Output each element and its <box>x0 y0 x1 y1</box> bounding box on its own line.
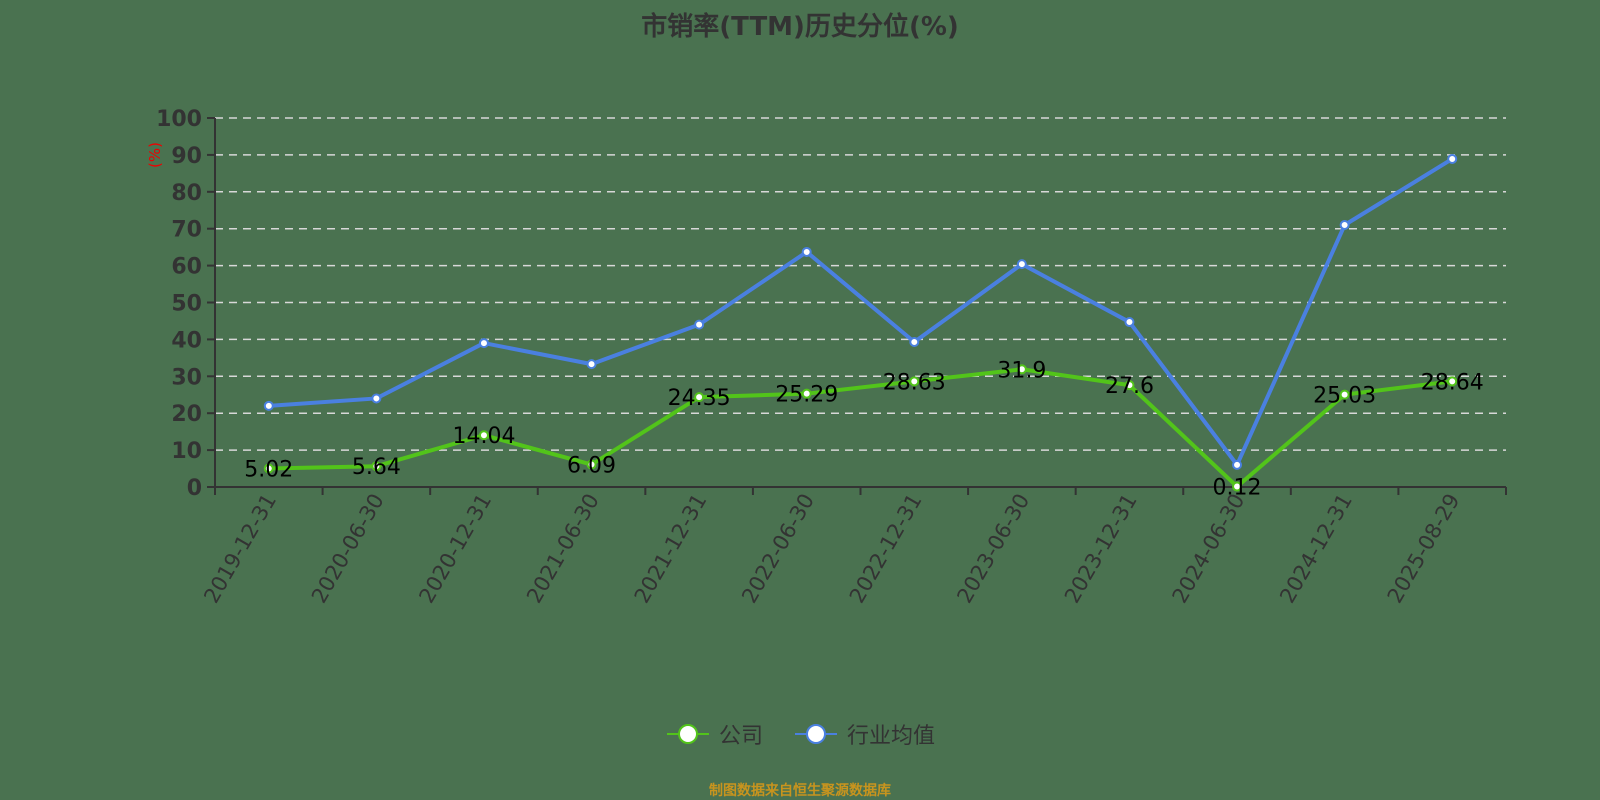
data-label: 28.64 <box>1421 370 1484 395</box>
data-point[interactable] <box>1447 376 1458 387</box>
series-line <box>268 367 1453 489</box>
data-label: 27.6 <box>1105 374 1154 399</box>
data-point[interactable] <box>694 319 705 330</box>
y-tick-label: 80 <box>171 181 202 206</box>
data-point[interactable] <box>1339 220 1350 231</box>
data-point[interactable] <box>1016 259 1027 270</box>
data-point[interactable] <box>1232 481 1243 492</box>
data-point[interactable] <box>1124 317 1135 328</box>
legend-marker-industry-icon <box>795 724 837 744</box>
y-tick-label: 50 <box>171 292 202 317</box>
data-label: 25.29 <box>775 383 838 408</box>
y-tick-label: 100 <box>156 107 202 132</box>
data-point[interactable] <box>263 463 274 474</box>
x-tick-label: 2020-12-31 <box>414 490 496 608</box>
legend-label-industry: 行业均值 <box>847 724 936 749</box>
data-point[interactable] <box>1124 380 1135 391</box>
x-tick-label: 2022-06-30 <box>737 490 819 608</box>
data-label: 5.64 <box>352 455 401 480</box>
legend-marker-company-icon <box>666 724 709 744</box>
legend-item-industry[interactable]: 行业均值 <box>793 718 935 750</box>
y-tick-label: 40 <box>171 328 202 353</box>
y-tick-label: 20 <box>171 402 202 427</box>
chart-title: 市销率(TTM)历史分位(%) <box>641 12 959 42</box>
data-point[interactable] <box>1447 153 1458 164</box>
data-label: 0.12 <box>1213 476 1262 501</box>
data-label: 28.63 <box>883 370 946 395</box>
x-tick-label: 2024-12-31 <box>1275 490 1357 608</box>
x-tick-label: 2021-06-30 <box>522 490 604 608</box>
y-tick-label: 10 <box>171 439 202 464</box>
data-point[interactable] <box>694 392 705 403</box>
data-point[interactable] <box>586 459 597 470</box>
x-tick-label: 2020-06-30 <box>307 490 389 608</box>
series-line <box>268 157 1454 467</box>
y-tick-label: 0 <box>187 476 202 501</box>
x-tick-label: 2023-06-30 <box>952 490 1034 608</box>
data-label: 24.35 <box>668 386 731 411</box>
data-point[interactable] <box>263 400 274 411</box>
x-tick-label: 2023-12-31 <box>1060 490 1142 608</box>
y-tick-label: 30 <box>171 365 202 390</box>
data-point[interactable] <box>478 430 489 441</box>
y-axis-label: (%) <box>146 142 164 168</box>
data-label: 5.02 <box>244 457 293 482</box>
data-point[interactable] <box>1339 389 1350 400</box>
x-tick-label: 2019-12-31 <box>199 490 281 608</box>
data-point[interactable] <box>371 461 382 472</box>
data-point[interactable] <box>909 376 920 387</box>
data-point[interactable] <box>801 388 812 399</box>
legend-label-company: 公司 <box>718 724 763 749</box>
x-tick-label: 2022-12-31 <box>845 490 927 608</box>
data-point[interactable] <box>801 246 812 257</box>
data-point[interactable] <box>478 338 489 349</box>
data-point[interactable] <box>1016 364 1027 375</box>
data-point[interactable] <box>909 336 920 347</box>
legend: 公司 行业均值 <box>0 718 1600 750</box>
source-note: 制图数据来自恒生聚源数据库 <box>709 783 891 799</box>
data-point[interactable] <box>1232 459 1243 470</box>
x-tick-label: 2024-06-30 <box>1168 490 1250 608</box>
x-tick-label: 2025-08-29 <box>1383 490 1465 608</box>
y-tick-label: 60 <box>171 255 202 280</box>
legend-item-company[interactable]: 公司 <box>665 718 763 750</box>
y-tick-label: 90 <box>171 144 202 169</box>
x-tick-label: 2021-12-31 <box>630 490 712 608</box>
data-point[interactable] <box>586 359 597 370</box>
data-label: 6.09 <box>567 454 616 479</box>
data-label: 25.03 <box>1313 384 1376 409</box>
y-tick-label: 70 <box>171 218 202 243</box>
data-label: 31.9 <box>997 358 1046 383</box>
data-label: 14.04 <box>452 424 515 449</box>
data-point[interactable] <box>371 393 382 404</box>
